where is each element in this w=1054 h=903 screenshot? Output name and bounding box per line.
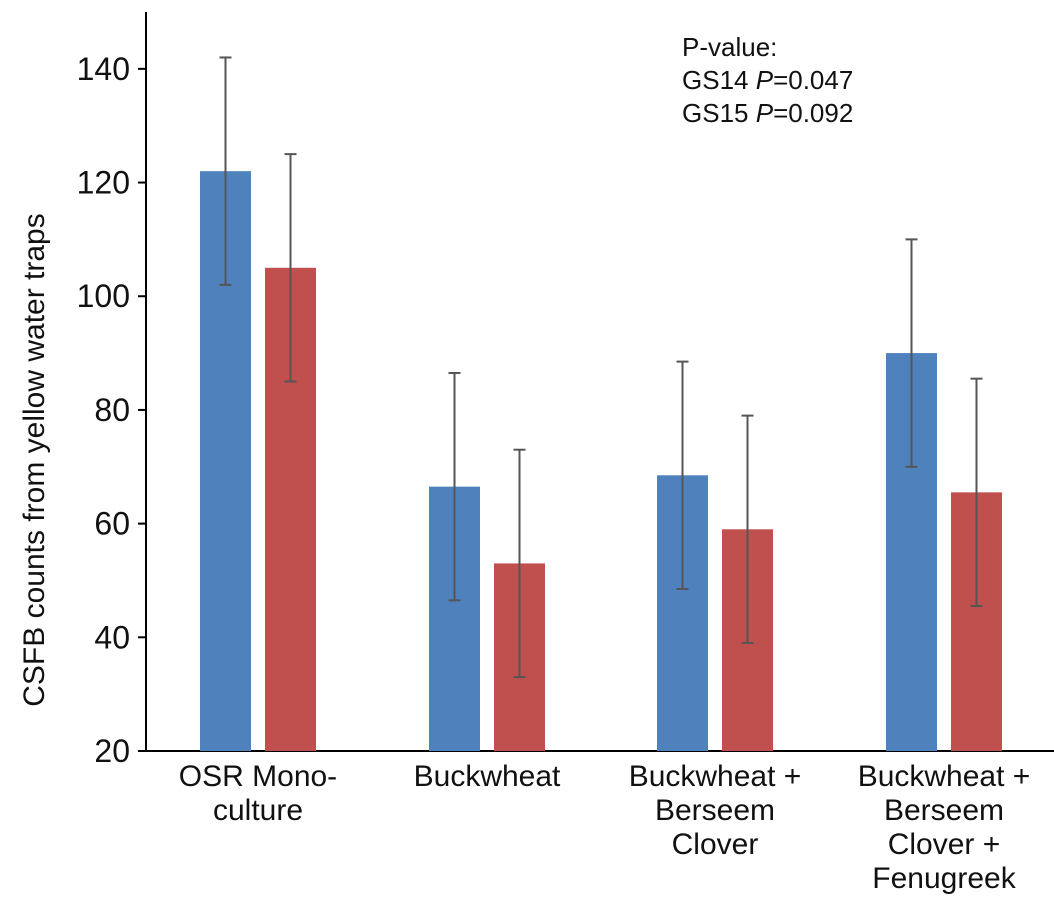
bars <box>200 171 1002 751</box>
x-category-label: Buckwheat + Berseem Clover <box>629 760 802 861</box>
x-category-label: Buckwheat + Berseem Clover + Fenugreek <box>858 760 1031 895</box>
x-category-label-line: Buckwheat + <box>858 760 1031 793</box>
p-value-title: P-value: <box>682 32 777 62</box>
x-category-label-line: OSR Mono- <box>179 760 337 793</box>
y-axis-label: CSFB counts from yellow water traps <box>18 213 51 707</box>
y-tick-label: 140 <box>77 51 130 87</box>
p-value-line-gs14: GS14 P=0.047 <box>682 65 853 95</box>
y-tick-label: 40 <box>94 619 130 655</box>
p-value-prefix: GS15 <box>682 98 756 128</box>
p-value-italic: P <box>756 98 774 128</box>
x-category-label-line: Buckwheat + <box>629 760 802 793</box>
x-category-label-line: Buckwheat <box>414 760 561 793</box>
error-bars <box>219 56 983 679</box>
y-tick-label: 60 <box>94 506 130 542</box>
x-category-label-line: Clover <box>672 828 759 861</box>
y-tick-label: 100 <box>77 278 130 314</box>
x-category-label: OSR Mono-culture <box>179 760 337 827</box>
x-category-label-line: Berseem <box>655 794 775 827</box>
p-value-italic: P <box>756 65 774 95</box>
y-tick-label: 80 <box>94 392 130 428</box>
x-category-label-line: Clover + <box>888 828 1001 861</box>
y-tick-label: 120 <box>77 165 130 201</box>
p-value-prefix: GS14 <box>682 65 756 95</box>
y-ticks: 20 40 60 80 100 120 140 <box>77 51 146 769</box>
p-value-suffix: =0.047 <box>773 65 853 95</box>
x-category-label-line: Berseem <box>884 794 1004 827</box>
x-category-label: Buckwheat <box>414 760 561 793</box>
x-category-label-line: Fenugreek <box>872 862 1016 895</box>
y-tick-label: 20 <box>94 733 130 769</box>
x-category-label-line: culture <box>213 794 303 827</box>
p-value-line-gs15: GS15 P=0.092 <box>682 98 853 128</box>
p-value-suffix: =0.092 <box>773 98 853 128</box>
